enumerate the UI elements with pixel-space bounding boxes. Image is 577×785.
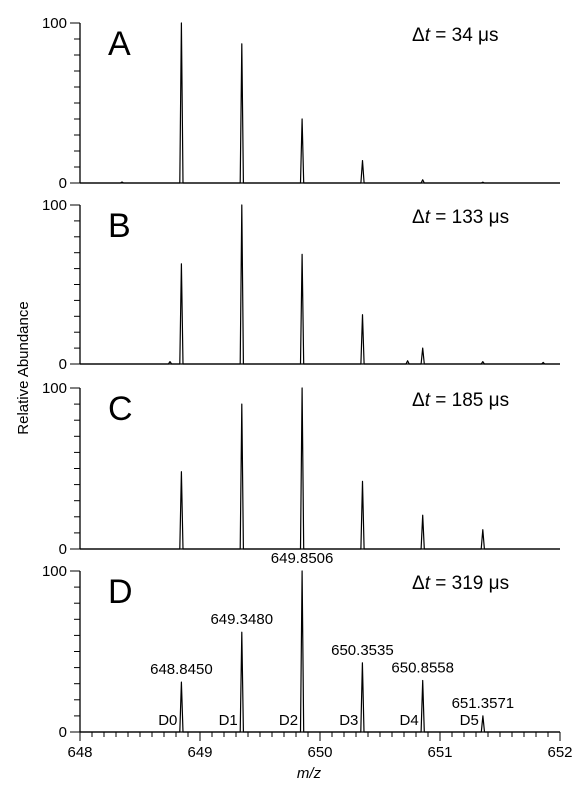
x-tick-label: 649 <box>187 744 212 761</box>
y-tick-label: 0 <box>59 175 67 192</box>
isotope-label: D4 <box>400 712 419 729</box>
panel-letter: C <box>108 390 133 428</box>
panel-letter: B <box>108 207 131 245</box>
panel-b: 0 100 B Δt = 133 μs <box>42 197 560 373</box>
y-tick-label: 100 <box>42 197 67 214</box>
x-tick-label: 652 <box>547 744 572 761</box>
spectrum-trace <box>80 22 560 184</box>
delta-t-label: Δt = 185 μs <box>412 390 509 411</box>
panel-letter: A <box>108 25 131 63</box>
peak-mz-label: 650.3535 <box>331 642 394 659</box>
panel-d: 0 100 D Δt = 319 μs 648.8450 D0 649.3480 D1 649.… <box>42 550 573 761</box>
y-tick-label: 100 <box>42 563 67 580</box>
peak-mz-label: 649.8506 <box>271 550 334 567</box>
y-tick-label: 0 <box>59 356 67 373</box>
y-tick-label: 0 <box>59 724 67 741</box>
x-axis-title: m/z <box>297 765 322 782</box>
isotope-label: D3 <box>339 712 358 729</box>
panel-a: 0 100 A Δt = 34 μs <box>42 15 560 192</box>
x-tick-label: 648 <box>67 744 92 761</box>
x-tick-label: 650 <box>307 744 332 761</box>
y-axis-title: Relative Abundance <box>15 301 32 434</box>
isotope-label: D0 <box>158 712 177 729</box>
peak-mz-label: 648.8450 <box>150 661 213 678</box>
peak-mz-label: 651.3571 <box>452 695 515 712</box>
panel-c: 0 100 C Δt = 185 μs <box>42 380 560 558</box>
delta-t-label: Δt = 133 μs <box>412 207 509 228</box>
panel-letter: D <box>108 573 133 611</box>
isotope-label: D5 <box>460 712 479 729</box>
y-tick-label: 100 <box>42 15 67 32</box>
peak-mz-label: 650.8558 <box>391 659 454 676</box>
spectrum-trace <box>80 204 560 365</box>
spectrum-trace <box>80 387 560 550</box>
x-tick-label: 651 <box>427 744 452 761</box>
isotope-label: D1 <box>219 712 238 729</box>
panels: 0 100 A Δt = 34 μs 0 100 B Δt = 133 μs 0 100 C Δt =… <box>42 15 573 761</box>
y-tick-label: 0 <box>59 541 67 558</box>
isotope-label: D2 <box>279 712 298 729</box>
delta-t-label: Δt = 34 μs <box>412 25 499 46</box>
delta-t-label: Δt = 319 μs <box>412 573 509 594</box>
peak-mz-label: 649.3480 <box>210 611 273 628</box>
y-tick-label: 100 <box>42 380 67 397</box>
